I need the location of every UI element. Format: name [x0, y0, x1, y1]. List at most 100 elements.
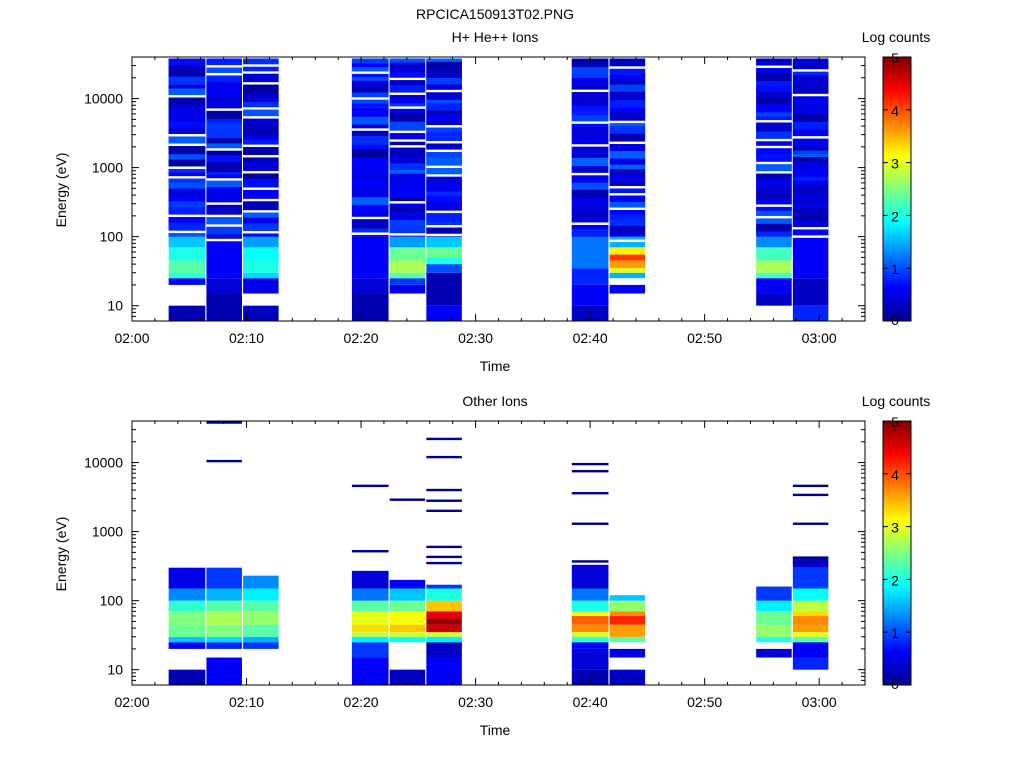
panel-other-ions: Other Ions Energy (eV) Time Log counts 0…	[53, 393, 930, 738]
spectrogram-column	[571, 58, 609, 321]
spectrogram-cell	[571, 182, 609, 190]
spectrogram-cell	[206, 161, 242, 169]
spectrogram-cell	[792, 109, 829, 114]
data-gap-line	[351, 128, 389, 131]
spectrogram-column	[426, 58, 462, 321]
spectrogram-cell	[389, 141, 426, 146]
spectrogram-cell	[609, 611, 646, 616]
spectrogram-cell	[351, 165, 389, 174]
spectrogram-cell	[756, 600, 792, 612]
y-tick-label: 1000	[92, 160, 123, 176]
spectrogram-cell	[756, 131, 792, 139]
spectrogram-cell	[426, 77, 462, 85]
x-tick-label: 02:20	[344, 694, 379, 710]
spectrogram-cell	[168, 236, 206, 248]
spectrogram-cell	[389, 95, 426, 100]
spectrogram-cell	[756, 648, 792, 658]
spectrogram-cell	[609, 123, 646, 127]
spectrogram-cell	[756, 164, 792, 172]
spectrogram-cell	[351, 103, 389, 108]
spectrogram-cell	[351, 179, 389, 187]
spectrogram-cell	[609, 669, 646, 685]
spectrogram-cell	[792, 657, 829, 670]
data-gap-line	[351, 71, 389, 74]
spectrogram-cell	[351, 570, 389, 589]
spectrogram-cell	[389, 169, 426, 174]
spectrogram-cell	[792, 177, 829, 181]
spectrogram-cell	[756, 236, 792, 248]
spectrogram-cell	[389, 284, 426, 294]
spectrogram-cell	[351, 63, 389, 68]
colorbar: 0 1 2 3 4 5	[882, 50, 912, 328]
spectrogram-cell	[389, 220, 426, 227]
spectrogram-cell	[756, 206, 792, 211]
spectrogram-cell	[571, 146, 609, 151]
spectrogram-cell	[206, 67, 242, 73]
spectrogram-cell	[168, 226, 206, 231]
spectrogram-cell	[243, 247, 279, 261]
data-gap-line	[609, 120, 646, 124]
spectrogram-cell	[351, 642, 389, 658]
spectrogram-cell	[756, 293, 792, 306]
data-gap-line	[389, 92, 426, 96]
spectrogram-cell	[426, 227, 462, 234]
spectrogram-cell	[168, 567, 206, 589]
spectrogram-cell	[168, 611, 206, 625]
spectrogram-cell	[609, 75, 646, 81]
spectrogram-cell	[206, 150, 242, 156]
spectrogram-column	[389, 58, 426, 294]
spectrogram-cell	[792, 229, 829, 236]
data-gap-line	[243, 64, 279, 67]
spectrogram-cell	[571, 212, 609, 217]
spectrogram-cell	[243, 624, 279, 637]
data-gap-line	[609, 207, 646, 211]
data-gap-line	[243, 154, 279, 158]
spectrogram-cell	[389, 58, 426, 63]
data-gap-line	[351, 232, 389, 235]
spectrogram-cell	[206, 138, 242, 144]
spectrogram-cell	[351, 224, 389, 229]
spectrogram-cell	[243, 201, 279, 211]
spectrogram-cell	[571, 136, 609, 145]
spectrogram-cell	[756, 231, 792, 237]
colorbar-tick-label: 3	[891, 156, 899, 172]
spectrogram-cell	[756, 247, 792, 261]
spectrogram-cell	[389, 278, 426, 285]
colorbar-label: Log counts	[862, 29, 931, 45]
spectrogram-cell	[206, 81, 242, 89]
spectrogram-cell	[389, 579, 426, 589]
spectrogram-cell	[351, 77, 389, 81]
x-tick-label: 02:10	[229, 694, 264, 710]
spectrogram-cell	[426, 600, 462, 612]
spectrogram-cell	[243, 233, 279, 237]
data-gap-line	[206, 238, 242, 242]
colorbar-tick-label: 2	[891, 572, 899, 588]
spectrogram-cell	[792, 121, 829, 126]
spectrogram-column	[243, 575, 279, 649]
colorbar-gradient	[883, 57, 911, 321]
spectrogram-cell	[756, 179, 792, 186]
spectrogram-cell	[426, 247, 462, 258]
spectrogram-cell	[792, 632, 829, 637]
spectrogram-cell	[571, 157, 609, 167]
spectrogram-cell	[206, 155, 242, 162]
spectrogram-cell	[426, 632, 462, 637]
spectrogram-cell	[389, 181, 426, 190]
spectrogram-cell	[571, 216, 609, 223]
data-gap-line	[351, 97, 389, 100]
spectrogram-cell	[206, 175, 242, 179]
spectrogram-cell	[206, 611, 242, 625]
spectrogram-cell	[609, 260, 646, 269]
spectrogram-cell	[206, 122, 242, 130]
colorbar-tick-label: 0	[891, 676, 899, 692]
spectrogram-cell	[792, 615, 829, 625]
spectrogram-cell	[168, 81, 206, 86]
spectrogram-cell	[792, 64, 829, 70]
spectrogram-cell	[571, 615, 609, 625]
spectrogram-cell	[389, 85, 426, 93]
spectrogram-cell	[609, 247, 646, 255]
spectrogram-cell	[168, 305, 206, 321]
spectrogram-cell	[206, 58, 242, 66]
sparse-count-line	[792, 556, 829, 559]
data-gap-line	[792, 226, 829, 230]
